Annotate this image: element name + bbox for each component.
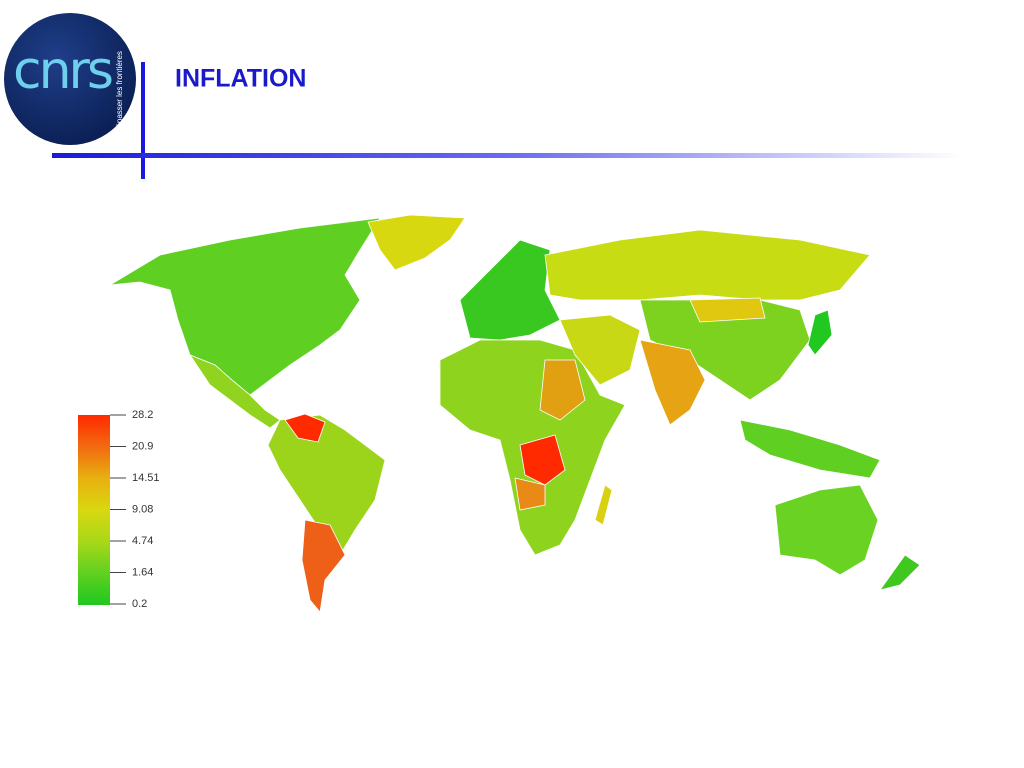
legend-tick-label: 14.51 [132,472,160,484]
legend-tick-label: 28.2 [132,409,153,421]
color-scale [78,415,110,605]
middle-east [559,314,641,386]
southeast-asia [739,419,881,479]
legend-tick-label: 1.64 [132,566,153,578]
slide-title: INFLATION [175,65,306,93]
madagascar [594,484,613,526]
russia [544,229,871,301]
north-america [109,217,381,396]
india [639,339,706,426]
logo-tagline: dépasser les frontières [115,51,124,132]
europe [459,239,561,341]
logo: cnrs dépasser les frontières [4,13,136,145]
new-zealand [879,554,921,591]
angola [514,477,546,511]
world-map [109,214,921,613]
horizontal-rule [52,153,962,158]
argentina [301,519,346,613]
greenland [367,214,466,271]
legend-tick-label: 20.9 [132,440,153,452]
mongolia [689,297,766,323]
logo-text: cnrs [13,41,112,101]
venezuela [284,413,326,443]
sudan [539,359,586,421]
drc [519,434,566,486]
legend-tick-label: 9.08 [132,503,153,515]
legend-tick-label: 0.2 [132,598,147,610]
south-america [267,414,386,556]
japan [807,309,833,356]
legend-tick-label: 4.74 [132,535,153,547]
legend: 28.2 20.9 14.51 9.08 4.74 1.64 0.2 [78,409,160,610]
australia [774,484,879,576]
vertical-rule [141,62,145,179]
logo-circle [4,13,136,145]
